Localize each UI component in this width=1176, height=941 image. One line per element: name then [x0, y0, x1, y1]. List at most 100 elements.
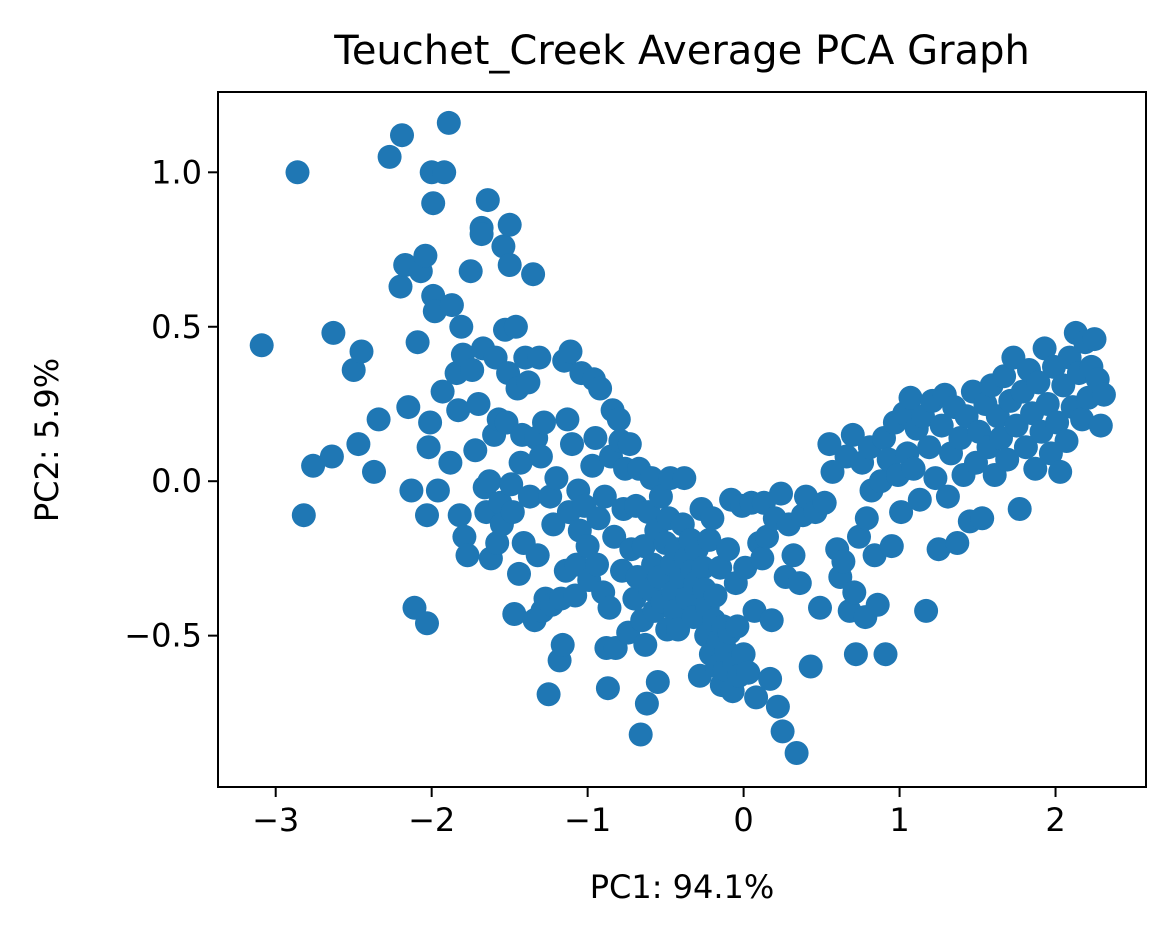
- data-point-36: [446, 398, 471, 423]
- data-point-299: [1045, 410, 1070, 435]
- data-point-212: [770, 719, 795, 744]
- data-point-232: [842, 580, 867, 605]
- data-point-275: [970, 506, 995, 531]
- data-point-140: [634, 691, 659, 716]
- y-tick-label: −0.5: [124, 617, 202, 655]
- data-point-224: [817, 432, 842, 457]
- data-point-34: [439, 293, 464, 318]
- data-point-246: [879, 534, 904, 559]
- data-point-264: [935, 484, 960, 509]
- data-point-225: [820, 459, 845, 484]
- data-point-307: [1070, 407, 1095, 432]
- x-tick-label: 0: [733, 801, 753, 839]
- y-tick-label: 0.5: [151, 308, 202, 346]
- data-point-217: [787, 571, 812, 596]
- data-point-257: [914, 598, 939, 623]
- data-point-85: [532, 410, 556, 435]
- data-point-296: [1035, 392, 1060, 416]
- data-point-112: [585, 552, 609, 577]
- data-point-51: [475, 188, 500, 213]
- data-point-38: [449, 314, 474, 339]
- data-point-216: [784, 741, 809, 765]
- data-point-40: [452, 524, 477, 549]
- data-point-45: [466, 392, 491, 416]
- data-point-234: [847, 524, 871, 549]
- data-point-222: [808, 595, 832, 620]
- data-point-188: [716, 537, 740, 562]
- data-point-293: [1026, 370, 1051, 395]
- data-point-122: [602, 524, 627, 549]
- data-point-228: [831, 549, 856, 574]
- data-point-3: [301, 453, 326, 478]
- data-point-68: [502, 602, 527, 626]
- data-point-139: [633, 632, 658, 657]
- data-point-292: [1023, 456, 1048, 481]
- data-point-287: [1007, 497, 1032, 521]
- data-point-99: [558, 339, 583, 364]
- data-point-81: [525, 543, 550, 568]
- data-point-176: [697, 527, 722, 552]
- data-point-149: [648, 484, 673, 509]
- data-point-289: [1013, 435, 1038, 460]
- data-point-241: [865, 592, 890, 617]
- data-point-107: [575, 534, 600, 559]
- data-point-15: [396, 395, 421, 420]
- data-point-197: [731, 642, 756, 667]
- data-point-42: [458, 259, 483, 284]
- data-point-60: [491, 234, 516, 259]
- data-point-7: [346, 432, 371, 457]
- data-point-220: [798, 654, 823, 679]
- data-point-124: [606, 407, 631, 432]
- data-point-13: [390, 123, 414, 148]
- data-point-21: [415, 503, 439, 528]
- data-point-101: [563, 583, 588, 608]
- data-point-267: [945, 531, 970, 555]
- data-point-114: [588, 376, 613, 401]
- data-point-282: [992, 364, 1017, 389]
- data-point-52: [477, 469, 502, 494]
- data-point-199: [736, 660, 761, 685]
- data-point-91: [544, 466, 569, 491]
- data-point-206: [755, 524, 779, 549]
- data-point-231: [840, 422, 865, 447]
- x-axis-ticks: −3 −2 −1 0 1 2: [252, 787, 1066, 839]
- data-points: [249, 110, 1116, 765]
- data-point-194: [725, 614, 750, 639]
- x-tick-label: 1: [889, 801, 909, 839]
- data-point-5: [321, 320, 346, 345]
- data-point-78: [521, 262, 546, 287]
- data-point-9: [362, 459, 386, 484]
- data-point-143: [639, 466, 664, 491]
- data-point-64: [497, 212, 522, 237]
- data-point-252: [898, 385, 923, 410]
- data-point-207: [758, 666, 783, 691]
- data-point-283: [995, 447, 1020, 472]
- data-point-300: [1048, 459, 1073, 484]
- x-tick-label: 2: [1045, 801, 1065, 839]
- data-point-116: [592, 484, 617, 509]
- data-point-211: [769, 481, 793, 506]
- data-point-47: [469, 222, 494, 247]
- data-point-37: [447, 503, 472, 528]
- data-point-69: [503, 314, 528, 339]
- data-point-30: [430, 379, 455, 404]
- data-point-43: [460, 358, 485, 382]
- data-point-72: [508, 450, 533, 475]
- data-point-4: [319, 444, 344, 469]
- data-point-302: [1054, 429, 1079, 453]
- data-point-147: [645, 670, 670, 694]
- data-point-76: [516, 370, 541, 395]
- data-point-2: [291, 503, 316, 528]
- data-point-261: [926, 537, 951, 562]
- data-point-66: [499, 472, 524, 497]
- data-point-100: [560, 432, 584, 457]
- data-point-10: [366, 407, 391, 432]
- data-point-27: [421, 191, 446, 216]
- plot-frame: [217, 91, 1147, 788]
- data-point-8: [349, 339, 374, 364]
- data-point-258: [917, 435, 942, 460]
- data-point-41: [455, 543, 480, 568]
- data-point-202: [744, 685, 769, 710]
- data-point-113: [586, 506, 611, 531]
